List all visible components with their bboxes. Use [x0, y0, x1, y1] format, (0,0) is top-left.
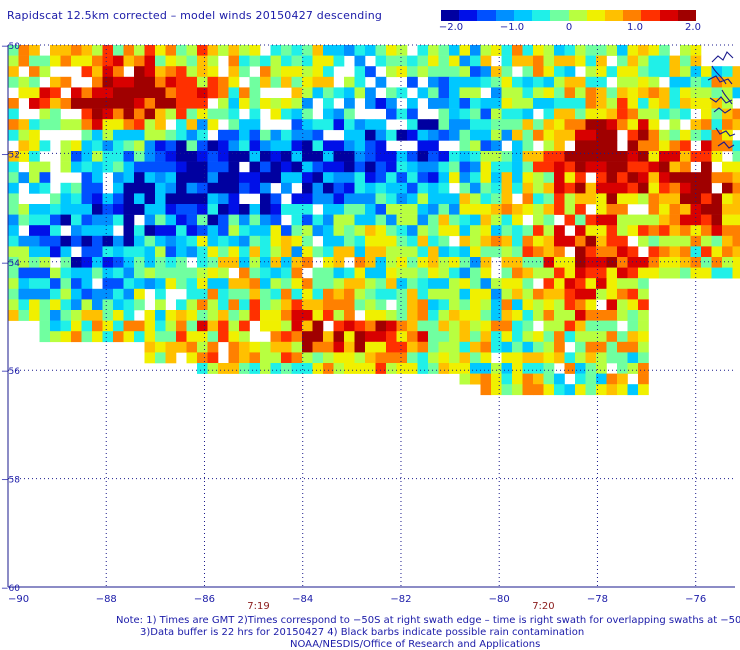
latitude-tick-label: −58	[1, 476, 20, 486]
pass-time-label: 7:19	[247, 601, 269, 612]
longitude-tick-label: −78	[587, 594, 608, 605]
pass-time-label: 7:20	[532, 601, 554, 612]
colorbar-swatch	[477, 10, 496, 21]
note-line-2: 3)Data buffer is 22 hrs for 20150427 4) …	[140, 627, 585, 638]
longitude-tick-label: −84	[292, 594, 313, 605]
latitude-tick-label: −54	[1, 259, 20, 269]
colorbar-swatch	[604, 10, 624, 21]
graticule	[7, 44, 735, 588]
wind-difference-cells	[8, 45, 740, 396]
wind-difference-map: −90 −88 −86 −84 −82 −80 −78 −76 −50 −52 −54 −56 −58 −…	[1, 42, 740, 612]
longitude-tick-label: −90	[8, 594, 29, 605]
axis-labels: −90 −88 −86 −84 −82 −80 −78 −76 −50 −52 −54 −56 −58 −…	[1, 42, 706, 612]
colorbar-label-pos2: 2.0	[685, 22, 701, 33]
latitude-tick-label: −50	[1, 42, 20, 52]
latitude-tick-label: −56	[1, 367, 20, 377]
colorbar-label-neg1: −1.0	[499, 22, 525, 33]
longitude-tick-label: −76	[685, 594, 706, 605]
note-line-3: NOAA/NESDIS/Office of Research and Appli…	[290, 639, 541, 650]
longitude-tick-label: −82	[390, 594, 411, 605]
colorbar-label-zero: 0	[565, 22, 573, 33]
longitude-tick-label: −86	[194, 594, 215, 605]
latitude-tick-label: −52	[1, 150, 20, 160]
latitude-tick-label: −60	[1, 584, 20, 594]
longitude-tick-label: −80	[489, 594, 510, 605]
coastline	[707, 51, 736, 149]
longitude-tick-label: −88	[96, 594, 117, 605]
colorbar-swatch	[495, 10, 514, 21]
map-title: Rapidscat 12.5km corrected – model winds…	[7, 9, 383, 22]
colorbar-swatch	[568, 10, 587, 21]
colorbar-swatch	[441, 10, 460, 21]
colorbar-swatch	[550, 10, 569, 21]
colorbar-swatch	[659, 10, 678, 21]
colorbar-swatch	[623, 10, 642, 21]
colorbar-swatch	[459, 10, 478, 21]
colorbar-swatch	[677, 10, 697, 21]
colorbar-label-pos1: 1.0	[627, 22, 643, 33]
colorbar-swatch	[641, 10, 660, 21]
colorbar	[441, 10, 697, 21]
colorbar-swatch	[513, 10, 533, 21]
colorbar-swatch	[586, 10, 605, 21]
colorbar-label-neg2: −2.0	[438, 22, 464, 33]
note-line-1: Note: 1) Times are GMT 2)Times correspon…	[116, 615, 740, 626]
colorbar-swatch	[532, 10, 551, 21]
